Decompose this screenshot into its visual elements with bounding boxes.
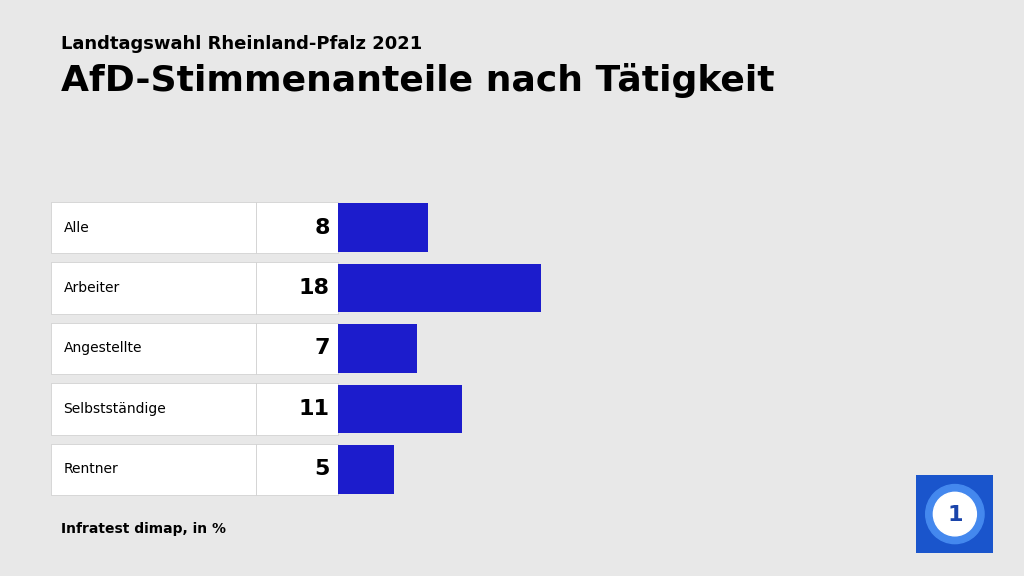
FancyBboxPatch shape xyxy=(256,444,338,495)
FancyBboxPatch shape xyxy=(51,383,256,435)
Circle shape xyxy=(926,484,984,544)
Text: Selbstständige: Selbstständige xyxy=(63,402,166,416)
Text: Rentner: Rentner xyxy=(63,463,118,476)
FancyBboxPatch shape xyxy=(256,383,338,435)
FancyBboxPatch shape xyxy=(51,262,256,314)
Text: AfD-Stimmenanteile nach Tätigkeit: AfD-Stimmenanteile nach Tätigkeit xyxy=(61,63,775,98)
FancyBboxPatch shape xyxy=(51,323,256,374)
Text: Alle: Alle xyxy=(63,221,89,234)
FancyBboxPatch shape xyxy=(912,471,997,557)
Text: 5: 5 xyxy=(314,460,330,479)
Text: 18: 18 xyxy=(299,278,330,298)
Text: Infratest dimap, in %: Infratest dimap, in % xyxy=(61,522,226,536)
Text: 1: 1 xyxy=(947,505,963,525)
FancyBboxPatch shape xyxy=(256,202,338,253)
Text: 11: 11 xyxy=(299,399,330,419)
FancyBboxPatch shape xyxy=(338,203,428,252)
Text: Landtagswahl Rheinland-Pfalz 2021: Landtagswahl Rheinland-Pfalz 2021 xyxy=(61,35,423,52)
FancyBboxPatch shape xyxy=(256,262,338,314)
FancyBboxPatch shape xyxy=(338,264,541,312)
FancyBboxPatch shape xyxy=(338,324,417,373)
Text: 8: 8 xyxy=(314,218,330,237)
Text: Arbeiter: Arbeiter xyxy=(63,281,120,295)
Text: Angestellte: Angestellte xyxy=(63,342,142,355)
FancyBboxPatch shape xyxy=(51,444,256,495)
FancyBboxPatch shape xyxy=(338,445,394,494)
FancyBboxPatch shape xyxy=(338,385,462,433)
Text: 7: 7 xyxy=(314,339,330,358)
FancyBboxPatch shape xyxy=(51,202,256,253)
FancyBboxPatch shape xyxy=(256,323,338,374)
Circle shape xyxy=(934,492,977,536)
